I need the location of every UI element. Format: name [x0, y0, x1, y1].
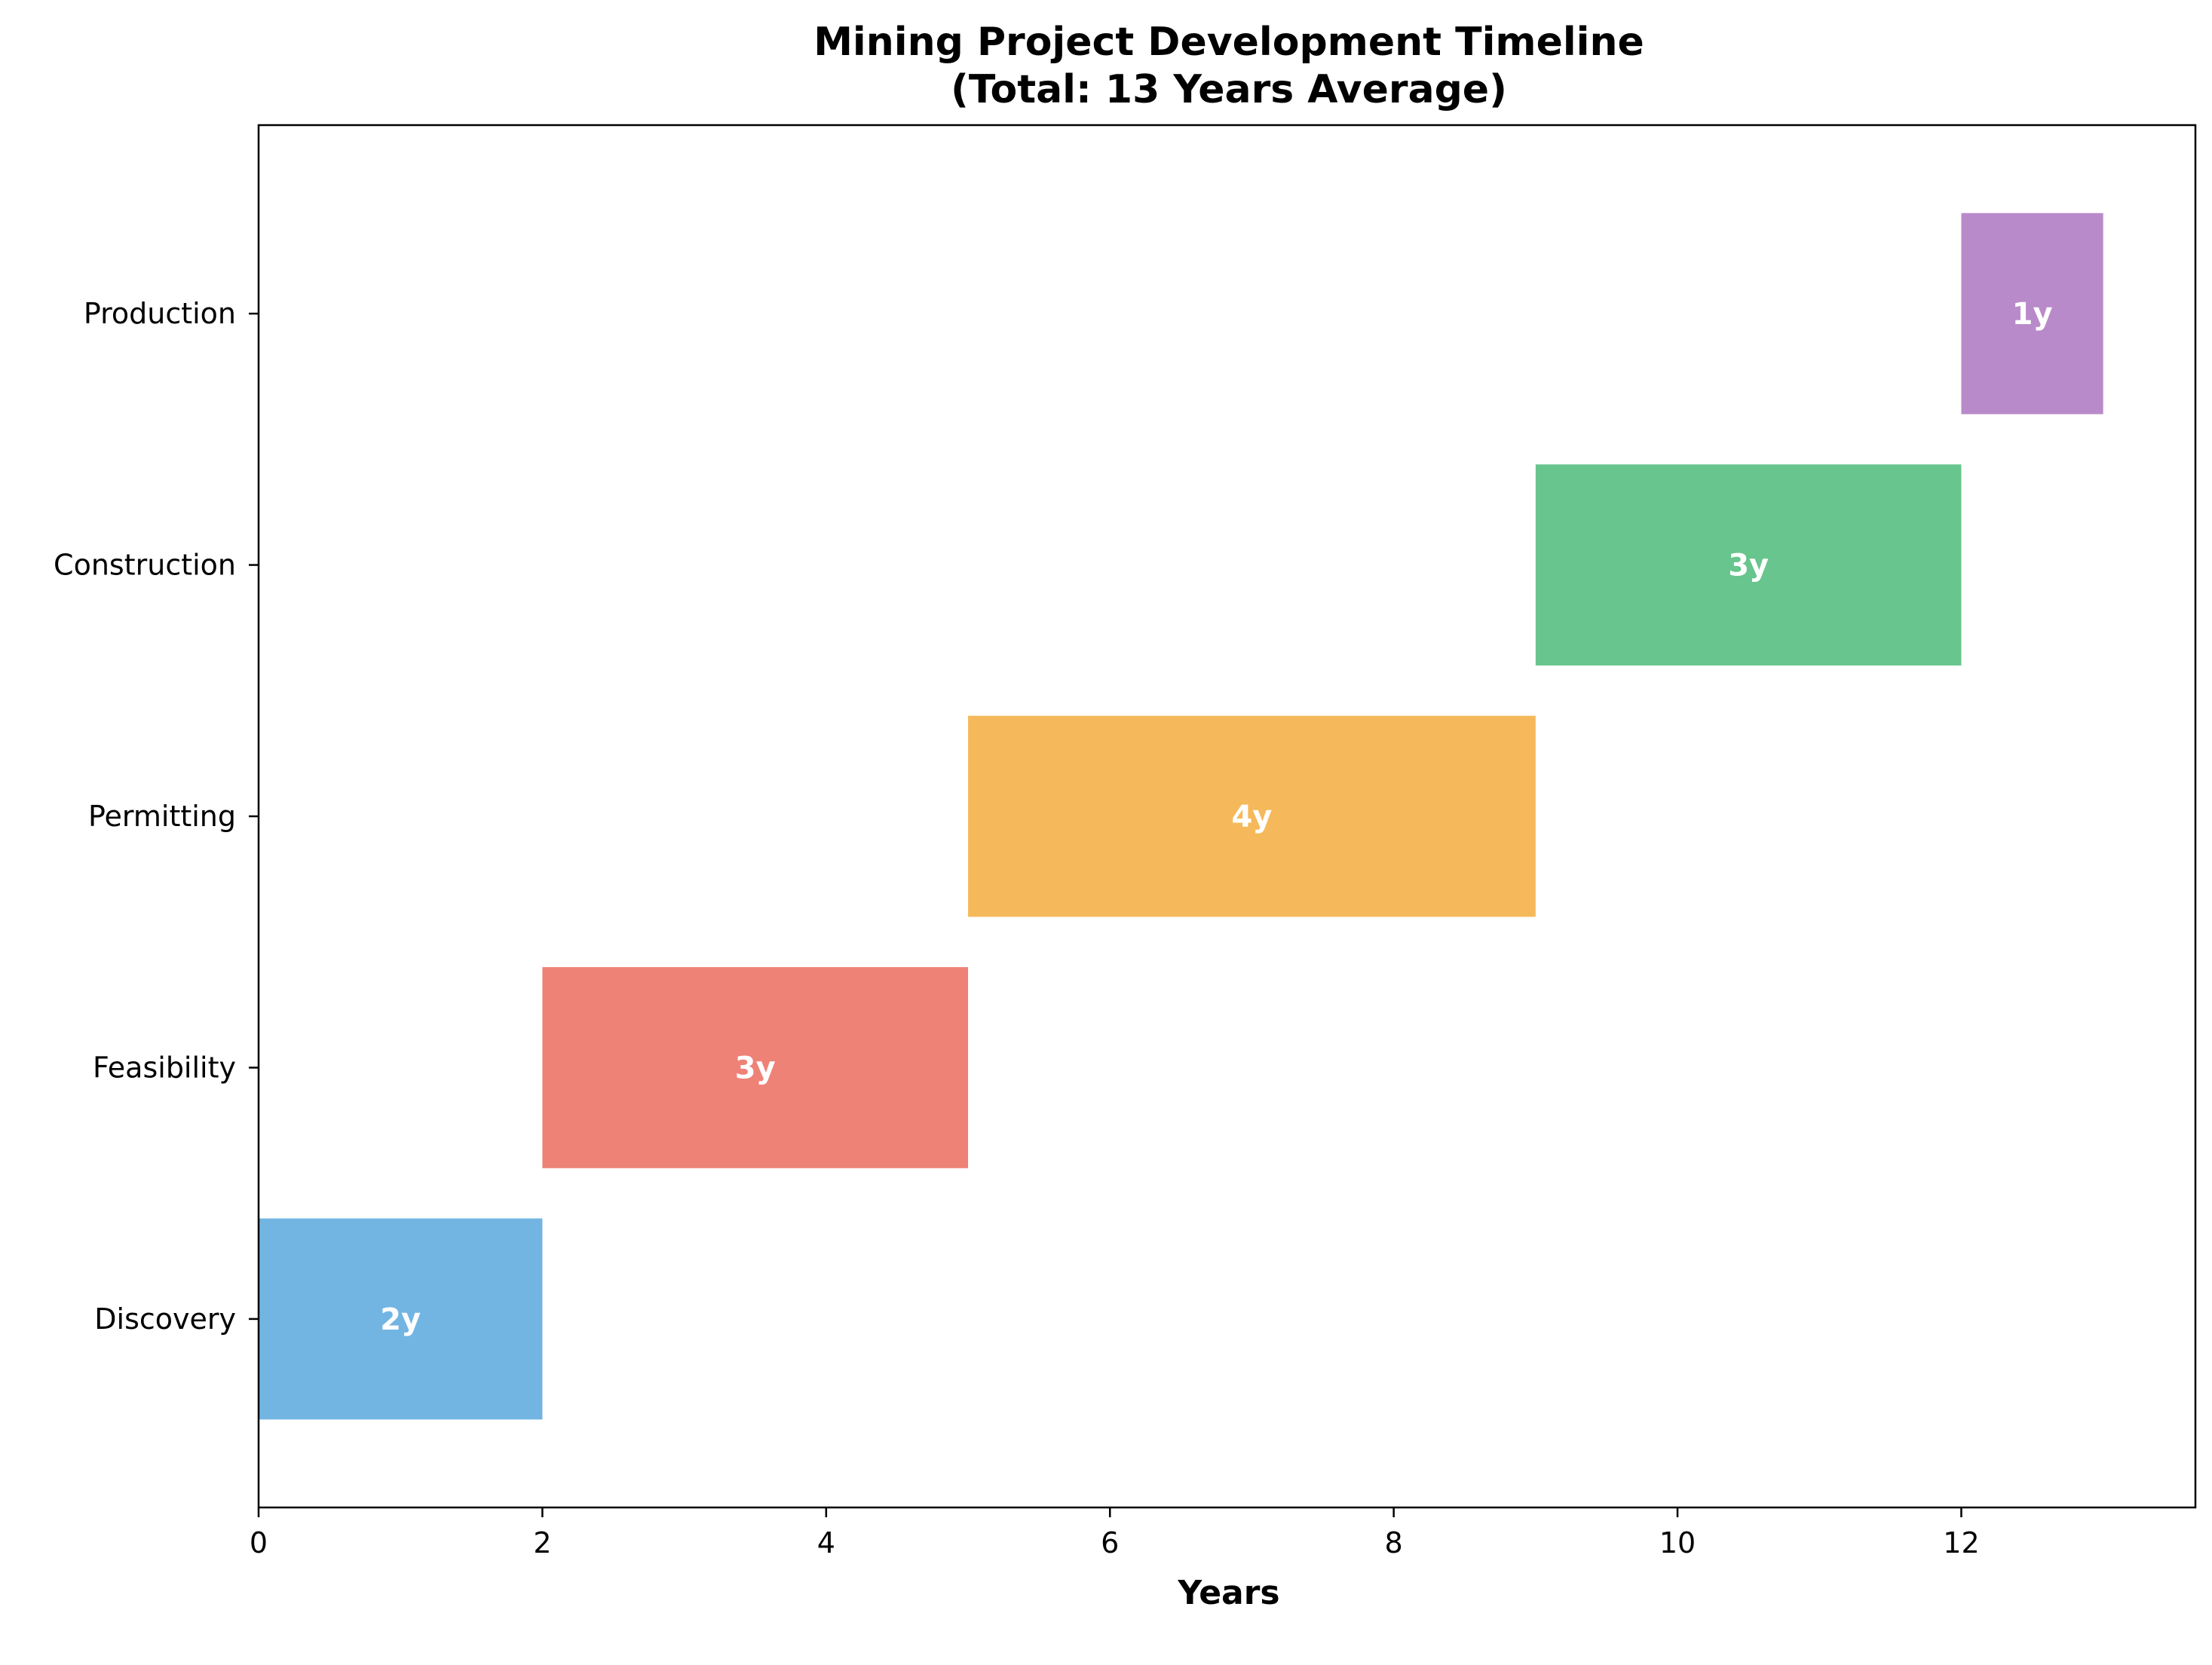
x-tick-label: 2 [533, 1526, 551, 1559]
bar-label-permitting: 4y [1231, 800, 1272, 834]
x-tick-label: 10 [1659, 1526, 1696, 1559]
chart-title: Mining Project Development Timeline [813, 20, 1644, 65]
bar-feasibility [542, 967, 969, 1168]
x-tick-label: 6 [1101, 1526, 1119, 1559]
bar-label-feasibility: 3y [735, 1051, 776, 1085]
x-axis-label: Years [1177, 1574, 1279, 1612]
bar-permitting [968, 715, 1536, 917]
bar-production [1961, 213, 2103, 415]
y-tick-label-feasibility: Feasibility [93, 1051, 236, 1084]
y-tick-label-permitting: Permitting [88, 800, 236, 833]
chart-subtitle: (Total: 13 Years Average) [951, 67, 1507, 112]
bar-label-production: 1y [2012, 297, 2053, 332]
y-tick-label-construction: Construction [54, 549, 236, 582]
y-tick-label-production: Production [84, 297, 236, 330]
bar-construction [1535, 464, 1962, 666]
x-tick-label: 8 [1385, 1526, 1403, 1559]
bar-label-construction: 3y [1728, 549, 1769, 583]
bar-discovery [259, 1218, 543, 1420]
plot-area: 2y 3y 4y 3y 1y 0 2 4 6 8 10 12 Discovery Feasibility P… [54, 124, 2197, 1559]
bar-label-discovery: 2y [380, 1302, 421, 1337]
y-tick-label-discovery: Discovery [94, 1302, 236, 1336]
x-tick-label: 12 [1943, 1526, 1979, 1559]
x-tick-label: 4 [817, 1526, 835, 1559]
x-tick-label: 0 [250, 1526, 268, 1559]
